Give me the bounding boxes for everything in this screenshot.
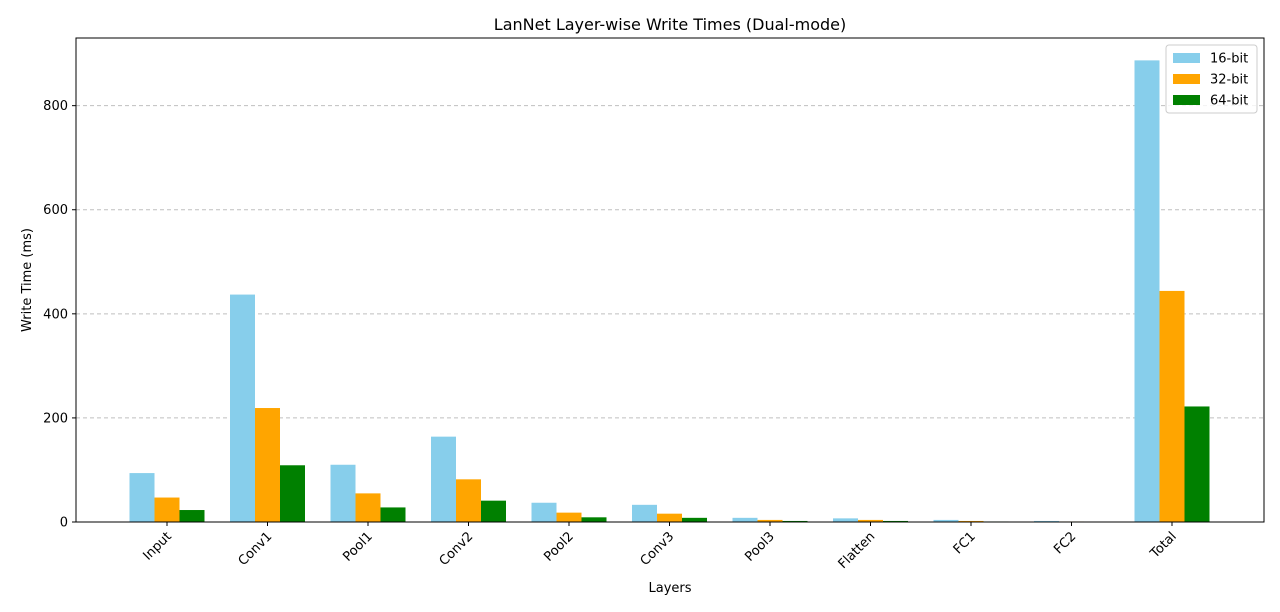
x-tick-label: Pool2	[541, 529, 576, 564]
bar-64-bit-flatten	[883, 520, 908, 522]
bar-16-bit-pool2	[531, 502, 557, 522]
bar-16-bit-flatten	[833, 518, 858, 522]
bar-32-bit-conv1	[255, 408, 280, 522]
bar-16-bit-conv1	[230, 294, 255, 522]
x-tick-label: Flatten	[836, 529, 879, 572]
x-tick-label: Pool3	[742, 529, 777, 564]
bar-32-bit-total	[1159, 290, 1185, 522]
legend-label: 64-bit	[1210, 94, 1248, 109]
bar-16-bit-fc2	[1034, 520, 1059, 522]
bar-32-bit-pool2	[556, 512, 582, 522]
y-axis-label: Write Time (ms)	[20, 228, 35, 332]
bar-16-bit-fc1	[933, 519, 959, 522]
y-tick-label: 400	[43, 307, 68, 322]
bar-64-bit-pool3	[782, 520, 808, 522]
bar-32-bit-pool1	[355, 493, 381, 522]
x-axis-label: Layers	[648, 581, 691, 596]
bar-64-bit-total	[1184, 406, 1210, 522]
bar-16-bit-total	[1134, 60, 1160, 523]
y-tick-label: 600	[43, 203, 68, 218]
bar-16-bit-conv3	[632, 504, 657, 522]
legend-swatch	[1173, 53, 1200, 63]
x-tick-label: Input	[140, 529, 174, 563]
x-tick-label: Conv1	[236, 529, 276, 569]
bar-64-bit-pool2	[581, 517, 607, 522]
x-tick-label: Conv2	[437, 529, 477, 569]
bar-32-bit-input	[154, 497, 180, 522]
legend-label: 32-bit	[1210, 73, 1248, 88]
bar-32-bit-pool3	[757, 519, 783, 522]
bar-64-bit-conv3	[682, 517, 707, 522]
bar-64-bit-conv2	[481, 500, 506, 522]
bar-16-bit-pool1	[330, 464, 356, 522]
bar-16-bit-pool3	[732, 517, 758, 522]
x-tick-label: Pool1	[340, 529, 375, 564]
y-tick-label: 0	[60, 516, 68, 531]
chart-title: LanNet Layer-wise Write Times (Dual-mode…	[494, 15, 846, 34]
y-tick-label: 200	[43, 411, 68, 426]
bar-32-bit-conv2	[456, 479, 481, 522]
bar-32-bit-flatten	[858, 519, 883, 522]
y-tick-label: 800	[43, 99, 68, 114]
legend-label: 16-bit	[1210, 52, 1248, 67]
y-axis: 0 200 400 600 800	[43, 99, 76, 531]
x-axis: Input Conv1 Pool1 Conv2 Pool2 Conv3 Pool3 Flatt…	[140, 522, 1180, 572]
bar-64-bit-input	[179, 510, 205, 522]
bar-32-bit-fc1	[958, 520, 984, 522]
x-tick-label: Conv3	[638, 529, 678, 569]
x-tick-label: FC2	[1051, 529, 1079, 557]
bar-16-bit-conv2	[431, 436, 456, 522]
bar-64-bit-conv1	[280, 465, 305, 522]
bar-64-bit-pool1	[380, 507, 406, 522]
bar-16-bit-input	[129, 473, 155, 522]
bar-32-bit-conv3	[657, 513, 682, 522]
legend: 16-bit 32-bit 64-bit	[1165, 44, 1258, 114]
legend-swatch	[1173, 95, 1200, 105]
x-tick-label: Total	[1147, 529, 1180, 562]
bars	[129, 60, 1210, 523]
x-tick-label: FC1	[951, 529, 979, 557]
legend-swatch	[1173, 74, 1200, 84]
